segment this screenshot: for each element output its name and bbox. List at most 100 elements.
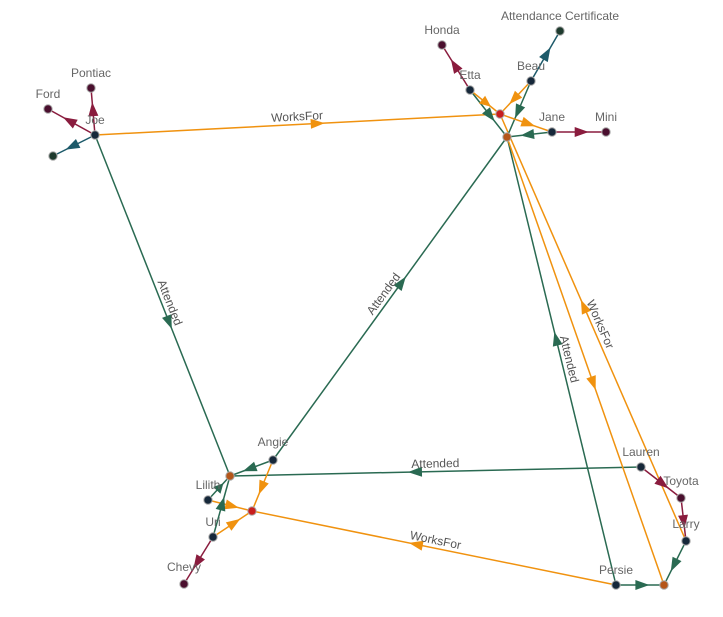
edge-label: Attended	[364, 270, 404, 317]
edge-angie-lilithschool	[229, 459, 274, 477]
arrowhead-icon	[515, 103, 526, 119]
node-circle[interactable]	[502, 132, 512, 142]
node-circle[interactable]	[555, 26, 565, 36]
node-toyota[interactable]: Toyota	[663, 474, 699, 503]
node-lilithschool[interactable]	[225, 471, 235, 481]
node-lauren[interactable]: Lauren	[622, 445, 660, 472]
edge-lauren-lilithschool: Attended	[229, 456, 642, 477]
node-redtop[interactable]	[495, 109, 505, 119]
node-label: Etta	[459, 68, 481, 82]
node-circle[interactable]	[676, 493, 686, 503]
node-circle[interactable]	[225, 471, 235, 481]
arrowhead-icon	[539, 47, 551, 63]
edge-line	[506, 136, 665, 586]
node-mini[interactable]: Mini	[595, 110, 617, 137]
node-circle[interactable]	[179, 579, 189, 589]
arrowhead-icon	[258, 479, 269, 495]
edge-label: Attended	[155, 278, 186, 328]
edge-label: Attended	[411, 456, 459, 471]
arrowhead-icon	[242, 461, 258, 472]
node-beau[interactable]: Beau	[517, 59, 545, 86]
node-circle[interactable]	[547, 127, 557, 137]
edge-lauren-toyota	[640, 466, 682, 499]
node-orangebottom[interactable]	[659, 580, 669, 590]
node-persie[interactable]: Persie	[599, 563, 633, 590]
node-jane[interactable]: Jane	[539, 110, 565, 137]
edge-joe-pontiac	[88, 87, 99, 136]
node-joecert[interactable]	[48, 151, 58, 161]
arrowhead-icon	[635, 580, 650, 590]
edge-joe-redtop: WorksFor	[94, 108, 501, 136]
node-circle[interactable]	[203, 495, 213, 505]
edge-joe-joecert	[52, 134, 96, 157]
node-pontiac[interactable]: Pontiac	[71, 66, 111, 93]
node-circle[interactable]	[247, 506, 257, 516]
arrowhead-icon	[408, 540, 424, 551]
edge-label: WorksFor	[271, 108, 323, 125]
node-label: Jane	[539, 110, 565, 124]
arrowhead-icon	[88, 102, 99, 117]
node-circle[interactable]	[636, 462, 646, 472]
node-redbottom[interactable]	[247, 506, 257, 516]
node-circle[interactable]	[86, 83, 96, 93]
arrowhead-icon	[670, 556, 682, 572]
node-circle[interactable]	[465, 85, 475, 95]
arrowhead-icon	[65, 138, 81, 150]
node-circle[interactable]	[611, 580, 621, 590]
edge-toyota-larry	[678, 497, 688, 542]
node-circle[interactable]	[90, 130, 100, 140]
node-attcert[interactable]: Attendance Certificate	[501, 9, 619, 36]
edge-line	[506, 136, 617, 586]
node-uri[interactable]: Uri	[205, 515, 221, 542]
arrowhead-icon	[654, 475, 669, 489]
node-label: Ford	[36, 87, 61, 101]
node-circle[interactable]	[495, 109, 505, 119]
node-label: Uri	[205, 515, 220, 529]
arrowhead-icon	[224, 499, 239, 510]
arrowhead-icon	[520, 116, 536, 127]
edge-uri-chevy	[183, 536, 214, 585]
edge-persie-orangetop: Attended	[506, 136, 617, 586]
node-label: Larry	[672, 517, 699, 531]
arrowhead-icon	[552, 331, 563, 347]
node-circle[interactable]	[601, 127, 611, 137]
node-joe[interactable]: Joe	[85, 113, 105, 140]
arrowhead-icon	[193, 554, 205, 569]
edge-joe-ford	[47, 108, 96, 136]
node-circle[interactable]	[48, 151, 58, 161]
node-larry[interactable]: Larry	[672, 517, 700, 546]
node-chevy[interactable]: Chevy	[167, 560, 201, 589]
node-circle[interactable]	[437, 40, 447, 50]
node-lilith[interactable]: Lilith	[196, 478, 221, 505]
edge-line	[272, 136, 508, 461]
node-label: Chevy	[167, 560, 201, 574]
node-circle[interactable]	[268, 455, 278, 465]
node-etta[interactable]: Etta	[459, 68, 481, 95]
node-circle[interactable]	[526, 76, 536, 86]
edge-line	[499, 113, 687, 542]
edge-larry-orangebottom	[663, 540, 687, 586]
edge-joe-lilithschool: Attended	[94, 134, 231, 477]
node-label: Beau	[517, 59, 545, 73]
node-circle[interactable]	[43, 104, 53, 114]
edge-etta-redtop	[469, 89, 501, 115]
node-label: Angie	[258, 435, 289, 449]
edge-etta-orangetop	[469, 89, 508, 138]
edge-uri-redbottom	[212, 510, 253, 538]
node-circle[interactable]	[681, 536, 691, 546]
arrowhead-icon	[678, 514, 688, 529]
node-ford[interactable]: Ford	[36, 87, 61, 114]
edge-jane-orangetop	[506, 129, 553, 139]
edge-angie-orangetop: Attended	[272, 136, 508, 461]
edge-line	[94, 113, 501, 136]
node-angie[interactable]: Angie	[258, 435, 289, 465]
edge-line	[94, 134, 231, 477]
edge-angie-redbottom	[251, 459, 274, 512]
node-orangetop[interactable]	[502, 132, 512, 142]
node-circle[interactable]	[659, 580, 669, 590]
edge-persie-orangebottom	[616, 580, 664, 590]
arrowhead-icon	[450, 59, 463, 74]
node-honda[interactable]: Honda	[424, 23, 460, 50]
node-circle[interactable]	[208, 532, 218, 542]
